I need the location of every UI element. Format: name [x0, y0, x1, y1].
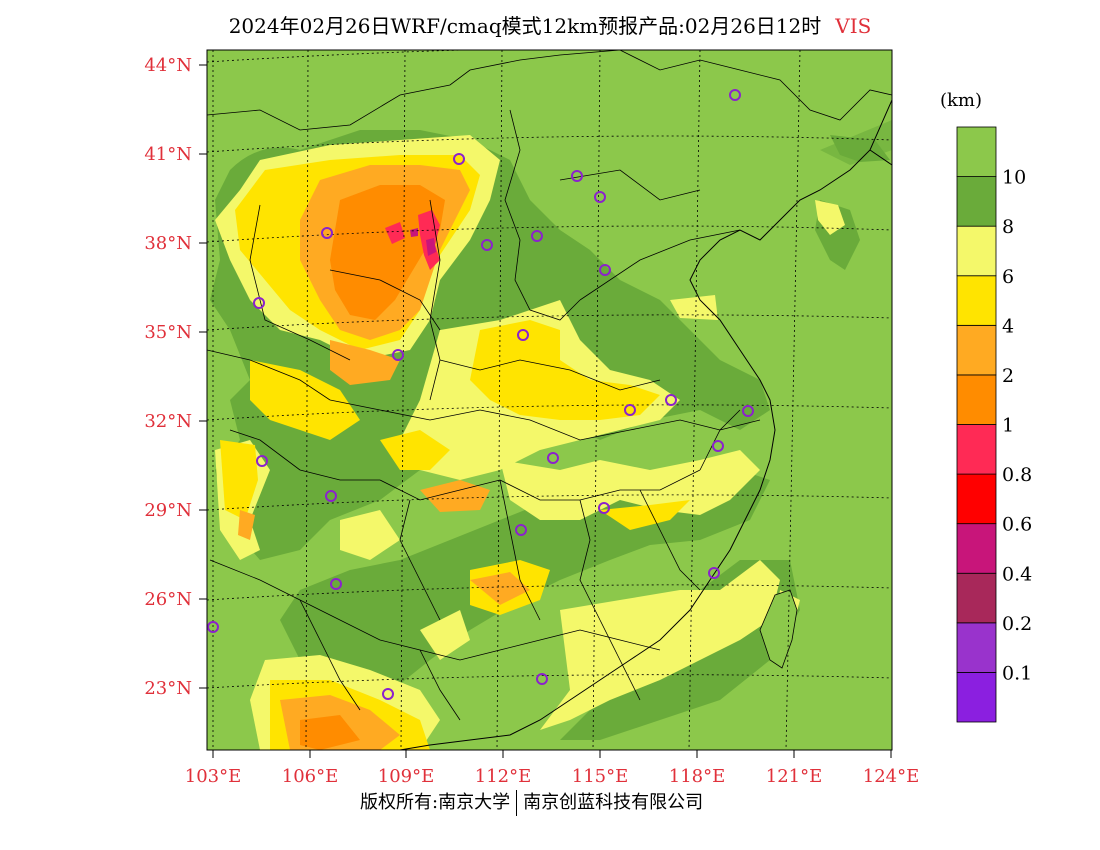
- station-marker: [598, 502, 610, 514]
- station-markers: [207, 89, 754, 700]
- colorbar-label: 0.1: [1002, 662, 1032, 684]
- lon-tick-label: 121°E: [766, 766, 823, 787]
- station-marker: [392, 349, 404, 361]
- colorbar-swatch: [956, 225, 997, 277]
- colorbar-swatch: [956, 324, 997, 376]
- lat-tick-label: 26°N: [144, 589, 192, 610]
- title-variable: VIS: [835, 14, 872, 38]
- lat-tick-label: 41°N: [144, 144, 192, 165]
- station-marker: [517, 329, 529, 341]
- korea-coast: [869, 149, 892, 166]
- footer-separator: [516, 790, 518, 816]
- colorbar: 0.1 0.2 0.4 0.6 0.8 1 2 4 6 8 10: [956, 126, 1032, 723]
- colorbar-swatch: [956, 126, 997, 177]
- station-marker: [547, 452, 559, 464]
- map-title: 2024年02月26日WRF/cmaq模式12km预报产品:02月26日12时 V…: [0, 10, 1100, 39]
- longitude-axis: 103°E 106°E 109°E 112°E 115°E 118°E 121°E 124°E: [185, 750, 920, 787]
- colorbar-label: 4: [1002, 315, 1014, 337]
- lat-tick-label: 44°N: [144, 55, 192, 76]
- station-marker: [330, 578, 342, 590]
- graticule: [207, 50, 892, 750]
- station-marker: [729, 89, 741, 101]
- colorbar-swatch: [956, 523, 997, 574]
- colorbar-label: 0.4: [1002, 563, 1032, 585]
- lat-tick-label: 38°N: [144, 233, 192, 254]
- station-marker: [742, 405, 754, 417]
- station-marker: [382, 688, 394, 700]
- station-marker: [253, 297, 265, 309]
- footer-left: 版权所有:南京大学: [360, 792, 511, 813]
- lon-tick-label: 118°E: [669, 766, 726, 787]
- lon-tick-label: 112°E: [475, 766, 532, 787]
- colorbar-label: 8: [1002, 216, 1014, 238]
- station-marker: [712, 440, 724, 452]
- colorbar-label: 1: [1002, 415, 1014, 437]
- lat-tick-label: 32°N: [144, 411, 192, 432]
- colorbar-label: 0.6: [1002, 514, 1032, 536]
- lon-tick-label: 124°E: [863, 766, 920, 787]
- lat-tick-label: 23°N: [144, 678, 192, 699]
- colorbar-label: 10: [1002, 167, 1026, 189]
- lon-tick-label: 103°E: [185, 766, 242, 787]
- lat-tick-label: 35°N: [144, 322, 192, 343]
- taiwan-island: [759, 589, 798, 669]
- coastline: [399, 99, 892, 750]
- lon-tick-label: 106°E: [282, 766, 339, 787]
- station-marker: [624, 404, 636, 416]
- station-marker: [325, 490, 337, 502]
- copyright-footer: 版权所有:南京大学 南京创蓝科技有限公司: [360, 788, 703, 816]
- title-main: 2024年02月26日WRF/cmaq模式12km预报产品:02月26日12时: [228, 14, 822, 38]
- station-marker: [536, 673, 548, 685]
- station-marker: [599, 264, 611, 276]
- colorbar-label: 2: [1002, 365, 1014, 387]
- station-marker: [594, 191, 606, 203]
- colorbar-swatch: [956, 176, 997, 227]
- colorbar-label: 0.8: [1002, 464, 1032, 486]
- station-marker: [207, 621, 219, 633]
- station-marker: [481, 239, 493, 251]
- colorbar-swatch: [956, 275, 997, 326]
- station-marker: [531, 230, 543, 242]
- colorbar-label: 0.2: [1002, 613, 1032, 635]
- station-marker: [708, 567, 720, 579]
- visibility-field: [207, 50, 892, 750]
- station-marker: [453, 153, 465, 165]
- colorbar-swatch: [956, 374, 997, 425]
- colorbar-swatch: [956, 672, 997, 723]
- footer-right: 南京创蓝科技有限公司: [523, 792, 704, 813]
- colorbar-unit: (km): [940, 90, 983, 111]
- colorbar-swatch: [956, 424, 997, 475]
- station-marker: [515, 524, 527, 536]
- station-marker: [571, 170, 583, 182]
- colorbar-swatch: [956, 473, 997, 525]
- colorbar-swatch: [956, 572, 997, 624]
- station-marker: [321, 227, 333, 239]
- colorbar-swatch: [956, 622, 997, 673]
- lon-tick-label: 115°E: [572, 766, 629, 787]
- vis-1-2-regions: [300, 185, 445, 750]
- station-marker: [665, 394, 677, 406]
- map-frame: [206, 49, 893, 751]
- lat-tick-label: 29°N: [144, 500, 192, 521]
- latitude-axis: 44°N 41°N 38°N 35°N 32°N 29°N 26°N 23°N: [144, 55, 207, 699]
- colorbar-label: 6: [1002, 266, 1014, 288]
- lon-tick-label: 109°E: [378, 766, 435, 787]
- station-marker: [256, 455, 268, 467]
